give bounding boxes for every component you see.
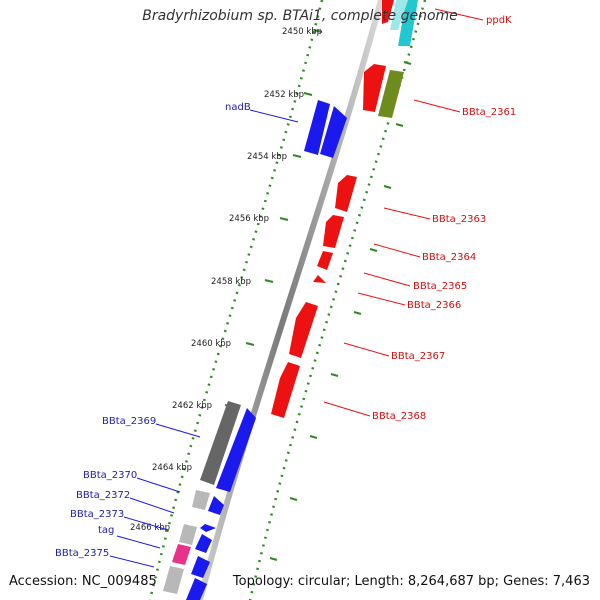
gene-2376-arrow xyxy=(186,578,207,600)
gene-BBta_2363-arrow xyxy=(335,175,357,212)
gene-BBta_2367-arrow xyxy=(289,302,318,358)
gene-label-BBta_2375: BBta_2375 xyxy=(55,548,109,559)
gene-BBta_2373-arrow xyxy=(200,524,216,532)
reverse-gene-labels: ppdK BBta_2361 BBta_2363 BBta_2364 BBta_… xyxy=(372,15,516,422)
reverse-lane-guide xyxy=(248,0,427,600)
gene-label-BBta_2373: BBta_2373 xyxy=(70,509,124,520)
scale-tick-label: 2450 kbp xyxy=(282,27,322,37)
gene-label-BBta_2364: BBta_2364 xyxy=(422,252,476,263)
gene-ppdK-cyan xyxy=(398,0,418,46)
forward-gene-labels: nadB BBta_2369 BBta_2370 BBta_2372 BBta_… xyxy=(55,102,251,559)
gene-BBta_2375-pink xyxy=(172,544,191,565)
gene-label-BBta_2372: BBta_2372 xyxy=(76,490,130,501)
gene-label-BBta_2367: BBta_2367 xyxy=(391,351,445,362)
accession-text: Accession: NC_009485 xyxy=(9,574,157,589)
gene-BBta_2372-arrow xyxy=(208,496,224,515)
gene-ppdK-cyan-top xyxy=(390,0,408,30)
forward-strand-genes xyxy=(163,100,347,600)
gene-BBta_2365-arrow xyxy=(317,251,333,270)
gene-BBta_2370-gray xyxy=(192,490,210,510)
gene-tag-arrow xyxy=(195,534,212,553)
scale-tick-label: 2464 kbp xyxy=(152,463,192,473)
gene-label-BBta_2368: BBta_2368 xyxy=(372,411,426,422)
scale-tick-label: 2454 kbp xyxy=(247,152,287,162)
reverse-strand-genes xyxy=(271,0,418,418)
scale-tick-labels: 2450 kbp 2452 kbp 2454 kbp 2456 kbp 2458… xyxy=(130,27,322,533)
reverse-callout-lines xyxy=(323,8,484,417)
gene-BBta_2361-olive xyxy=(378,70,404,118)
scale-tick-label: 2466 kbp xyxy=(130,523,170,533)
scale-ring xyxy=(148,0,324,600)
gene-BBta_2361-arrow xyxy=(363,64,386,112)
gene-BBta_2369-gray xyxy=(200,401,241,485)
gene-BBta_2369-arrow xyxy=(216,408,256,492)
gene-label-BBta_2370: BBta_2370 xyxy=(83,470,137,481)
gene-label-tag: tag xyxy=(98,525,114,536)
scale-tick-label: 2456 kbp xyxy=(229,214,269,224)
gene-2376-gray xyxy=(163,566,184,594)
gene-nadB-arrow xyxy=(304,100,330,155)
scale-tick-label: 2452 kbp xyxy=(264,90,304,100)
gene-label-ppdK: ppdK xyxy=(486,15,512,26)
scale-tick-label: 2462 kbp xyxy=(172,401,212,411)
scale-tick-label: 2460 kbp xyxy=(191,339,231,349)
gene-BBta_2364-arrow xyxy=(323,215,344,248)
scale-tick-label: 2458 kbp xyxy=(211,277,251,287)
gene-label-BBta_2361: BBta_2361 xyxy=(462,107,516,118)
gene-label-BBta_2366: BBta_2366 xyxy=(407,300,461,311)
genome-backbone xyxy=(197,0,384,600)
gene-label-BBta_2369: BBta_2369 xyxy=(102,416,156,427)
gene-BBta_2366-arrow xyxy=(313,275,326,283)
gene-tag-gray xyxy=(179,524,197,545)
forward-callout-lines xyxy=(109,109,299,568)
gene-ppdK-arrow xyxy=(382,0,394,24)
reverse-lane-ticks xyxy=(269,61,412,561)
gene-BBta_2368-arrow xyxy=(271,362,300,418)
gene-label-BBta_2363: BBta_2363 xyxy=(432,214,486,225)
gene-nadB-arrow-2 xyxy=(320,106,347,158)
gene-label-nadB: nadB xyxy=(225,102,251,113)
scale-major-ticks xyxy=(185,29,323,530)
map-title: Bradyrhizobium sp. BTAi1, complete genom… xyxy=(142,8,458,24)
genome-summary-text: Topology: circular; Length: 8,264,687 bp… xyxy=(232,574,590,589)
gene-label-BBta_2365: BBta_2365 xyxy=(413,281,467,292)
gene-BBta_2375-arrow xyxy=(191,556,210,578)
